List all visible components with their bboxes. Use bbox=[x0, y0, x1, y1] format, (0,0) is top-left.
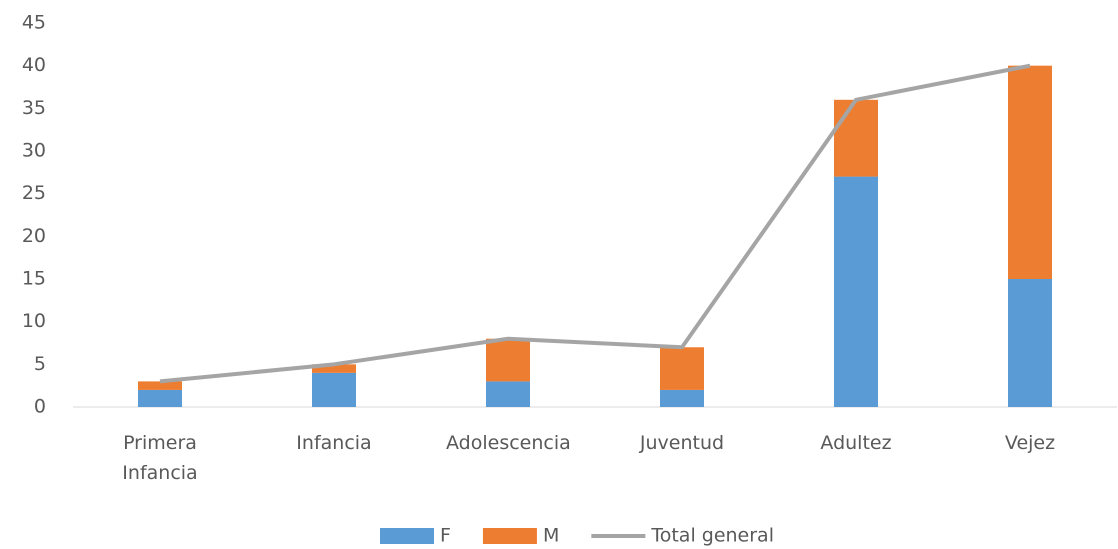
legend-label: M bbox=[543, 525, 559, 547]
y-tick-label: 5 bbox=[34, 353, 46, 375]
bar bbox=[138, 381, 182, 390]
y-tick-label: 30 bbox=[22, 140, 46, 162]
bar bbox=[1008, 65, 1052, 280]
bar bbox=[486, 338, 530, 382]
x-tick-label: Adultez bbox=[820, 432, 892, 454]
y-tick-label: 20 bbox=[22, 225, 46, 247]
bar bbox=[834, 176, 878, 407]
bar bbox=[138, 389, 182, 407]
bar bbox=[312, 364, 356, 373]
x-tick-label: Primera Infancia bbox=[122, 432, 198, 484]
y-tick-label: 35 bbox=[22, 97, 46, 119]
bar bbox=[660, 389, 704, 407]
x-tick-label: Vejez bbox=[1004, 432, 1056, 454]
bar bbox=[1008, 279, 1052, 407]
x-tick-label: Adolescencia bbox=[446, 432, 571, 454]
y-tick-label: 15 bbox=[22, 268, 46, 290]
legend-label: F bbox=[440, 525, 451, 547]
legend-swatch bbox=[380, 528, 434, 544]
y-tick-label: 40 bbox=[22, 54, 46, 76]
y-tick-label: 10 bbox=[22, 310, 46, 332]
legend-swatch bbox=[482, 528, 537, 544]
bar bbox=[486, 381, 530, 407]
y-tick-label: 45 bbox=[22, 12, 46, 34]
legend-label: Total general bbox=[650, 525, 774, 547]
line bbox=[159, 63, 1031, 384]
y-tick-label: 25 bbox=[22, 182, 46, 204]
bar bbox=[660, 347, 704, 390]
x-tick-label: Juventud bbox=[639, 432, 725, 454]
x-tick-label: Infancia bbox=[296, 432, 372, 454]
y-tick-label: 0 bbox=[34, 396, 46, 418]
bar bbox=[834, 99, 878, 177]
bar bbox=[312, 372, 356, 407]
